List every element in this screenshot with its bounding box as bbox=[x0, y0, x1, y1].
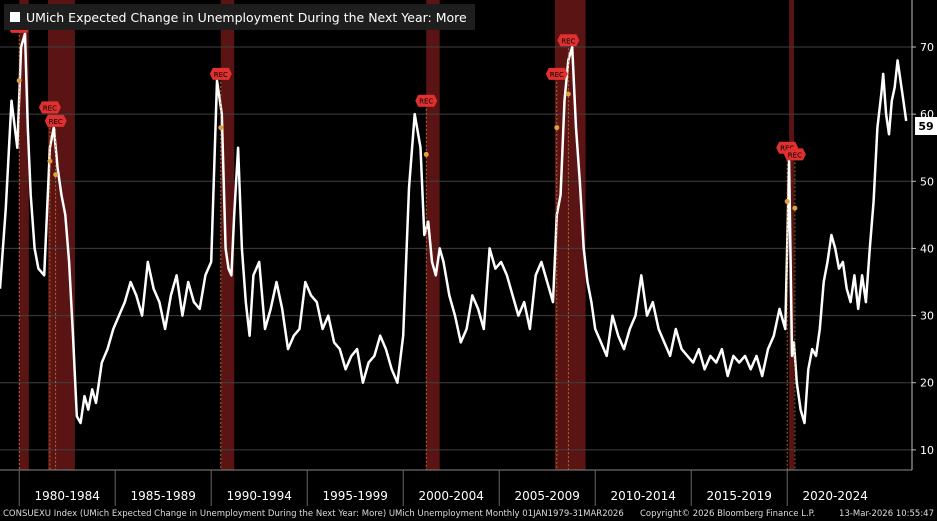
recession-band bbox=[789, 0, 794, 470]
x-tick-label: 2000-2004 bbox=[418, 489, 483, 503]
legend-swatch bbox=[10, 12, 20, 22]
rec-marker-label: REC bbox=[419, 98, 433, 106]
series-line bbox=[0, 32, 908, 425]
x-axis: 1980-1984 1985-1989 1990-1994 1995-1999 2000… bbox=[0, 469, 912, 506]
rec-marker-label: REC bbox=[43, 104, 57, 112]
rec-marker-label: REC bbox=[788, 151, 802, 159]
rec-marker bbox=[209, 67, 232, 80]
recession-band bbox=[220, 0, 235, 470]
y-tick-label: 20 bbox=[920, 377, 934, 390]
recession-marker-group: RECRECRECRECRECRECRECRECREC bbox=[8, 20, 806, 470]
x-tick-label: 2010-2014 bbox=[610, 489, 675, 503]
rec-marker bbox=[415, 94, 438, 107]
x-tick-label: 2015-2019 bbox=[706, 489, 771, 503]
x-tick-label: 1980-1984 bbox=[34, 489, 99, 503]
rec-marker-dot bbox=[218, 125, 224, 131]
recession-shading bbox=[19, 0, 794, 470]
rec-marker-dot bbox=[784, 198, 790, 204]
rec-marker-label: REC bbox=[214, 71, 228, 79]
footer-source: CONSUEXU Index (UMich Expected Change in… bbox=[3, 509, 624, 519]
last-value-badge: 59 bbox=[915, 117, 937, 135]
legend-label: UMich Expected Change in Unemployment Du… bbox=[26, 9, 467, 25]
legend: UMich Expected Change in Unemployment Du… bbox=[4, 4, 475, 30]
y-tick-label: 10 bbox=[920, 444, 934, 457]
footer: CONSUEXU Index (UMich Expected Change in… bbox=[0, 508, 937, 521]
rec-marker-dot bbox=[16, 78, 22, 84]
rec-marker bbox=[557, 34, 580, 47]
x-tick-label: 1990-1994 bbox=[226, 489, 291, 503]
rec-marker-label: REC bbox=[561, 37, 575, 45]
rec-marker-dot bbox=[53, 172, 59, 178]
rec-marker-dot bbox=[423, 151, 429, 157]
footer-timestamp: 13-Mar-2026 10:55:47 bbox=[839, 509, 934, 519]
series-line-group bbox=[0, 32, 908, 425]
x-tick-label: 1985-1989 bbox=[130, 489, 195, 503]
rec-marker-label: REC bbox=[49, 118, 63, 126]
y-tick-label: 40 bbox=[920, 242, 934, 255]
recession-band bbox=[48, 0, 75, 470]
rec-marker bbox=[783, 148, 806, 161]
x-tick-label: 1995-1999 bbox=[322, 489, 387, 503]
rec-marker-label: REC bbox=[550, 71, 564, 79]
recession-band bbox=[19, 0, 29, 470]
x-tick-label: 2020-2024 bbox=[802, 489, 867, 503]
rec-marker-dot bbox=[565, 91, 571, 97]
rec-marker bbox=[44, 114, 67, 127]
rec-marker bbox=[38, 101, 61, 114]
rec-marker bbox=[545, 67, 568, 80]
gridlines bbox=[0, 46, 912, 451]
rec-marker-dot bbox=[47, 158, 53, 164]
recession-band bbox=[426, 0, 440, 470]
rec-marker-dot bbox=[792, 205, 798, 211]
footer-copyright: Copyright© 2026 Bloomberg Finance L.P. bbox=[640, 509, 816, 519]
y-tick-label: 50 bbox=[920, 175, 934, 188]
x-tick-label: 2005-2009 bbox=[514, 489, 579, 503]
y-tick-label: 70 bbox=[920, 41, 934, 54]
y-tick-label: 30 bbox=[920, 310, 934, 323]
rec-marker-dot bbox=[554, 125, 560, 131]
